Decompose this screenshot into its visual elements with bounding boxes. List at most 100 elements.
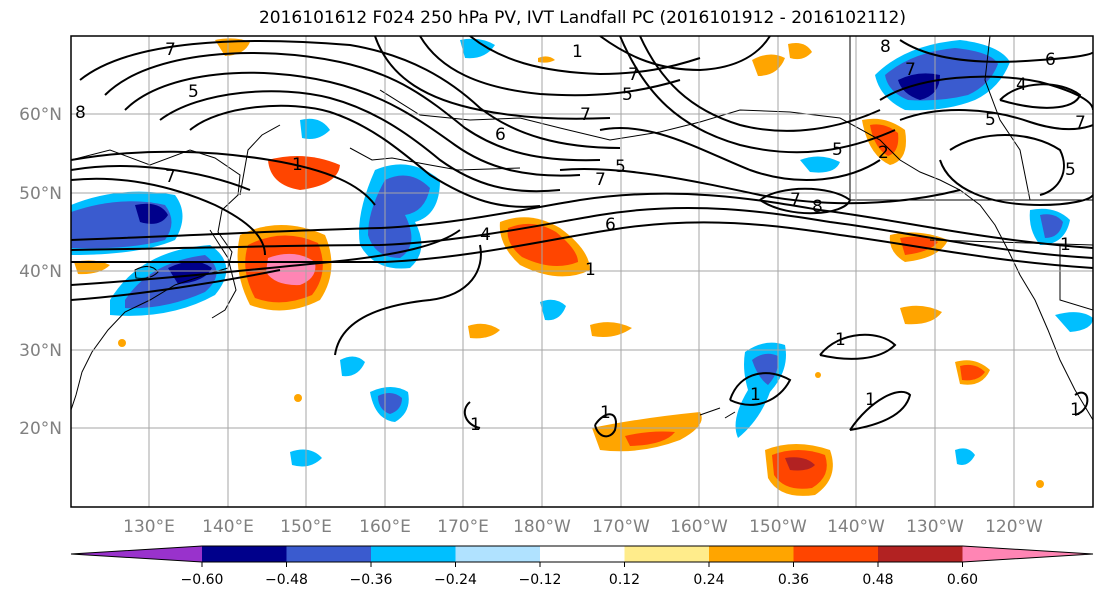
lat-tick-label: 40°N <box>19 262 62 282</box>
lon-tick-label: 170°W <box>592 517 650 537</box>
lon-tick-label: 130°E <box>123 517 175 537</box>
contour-label: 5 <box>615 157 626 177</box>
colorbar-segment <box>455 546 540 562</box>
contour-label: 7 <box>580 105 591 125</box>
colorbar-segment <box>371 546 456 562</box>
contour-label: 1 <box>572 42 583 62</box>
shade-positive <box>960 364 985 381</box>
contour-label: 6 <box>495 125 506 145</box>
colorbar-tick-label: −0.36 <box>350 572 393 588</box>
lon-tick-label: 120°W <box>985 517 1043 537</box>
contour-label: 7 <box>628 65 639 85</box>
colorbar-segment <box>624 546 709 562</box>
contour-label: 2 <box>878 143 889 163</box>
colorbar-tick-label: −0.12 <box>519 572 562 588</box>
contour-label: 7 <box>790 190 801 210</box>
contour-label: 7 <box>1075 113 1086 133</box>
colorbar-segment <box>286 546 371 562</box>
shade-negative <box>800 156 840 173</box>
shade-negative <box>340 356 365 377</box>
lon-tick-label: 150°W <box>749 517 807 537</box>
shade-positive <box>900 305 942 325</box>
contour-label: 1 <box>292 155 303 175</box>
shade-positive <box>788 43 812 60</box>
lat-tick-label: 20°N <box>19 419 62 439</box>
contour-label: 5 <box>1065 160 1076 180</box>
contour-label: 7 <box>165 167 176 187</box>
lat-tick-label: 60°N <box>19 105 62 125</box>
lat-tick-labels: 20°N 30°N 40°N 50°N 60°N <box>19 105 62 439</box>
colorbar-tick-label: 0.36 <box>778 572 809 588</box>
colorbar-segment <box>71 546 202 562</box>
shade-positive <box>900 236 938 255</box>
colorbar-tick-label: −0.60 <box>181 572 224 588</box>
colorbar-segment <box>202 546 287 562</box>
shade-negative <box>898 73 940 100</box>
colorbar-segment <box>793 546 878 562</box>
colorbar-tick-label: 0.24 <box>693 572 724 588</box>
contour-label: 4 <box>1016 75 1027 95</box>
colorbar-tick-labels: −0.60 −0.48 −0.36 −0.24 −0.12 0.12 0.24 … <box>181 572 979 588</box>
lon-tick-label: 160°E <box>359 517 411 537</box>
lon-tick-labels: 130°E 140°E 150°E 160°E 170°E 180°W 170°… <box>123 517 1043 537</box>
map-area: 7 5 8 7 1 6 4 1 7 7 6 1 5 5 7 7 8 5 2 8 … <box>71 36 1093 507</box>
contour-label: 5 <box>832 140 843 160</box>
shade-positive <box>815 372 821 378</box>
contour-label: 5 <box>985 110 996 130</box>
contour-label: 1 <box>1070 400 1081 420</box>
shade-positive <box>752 54 785 76</box>
lon-tick-label: 150°E <box>280 517 332 537</box>
shade-negative <box>168 261 212 284</box>
shade-negative <box>378 392 402 414</box>
lon-tick-label: 130°W <box>906 517 964 537</box>
lon-tick-label: 160°W <box>670 517 728 537</box>
colorbar-tick-label: −0.48 <box>265 572 308 588</box>
map-title: 2016101612 F024 250 hPa PV, IVT Landfall… <box>258 8 906 28</box>
shade-positive <box>625 431 675 446</box>
shade-negative <box>1055 312 1093 332</box>
contour-label: 8 <box>75 103 86 123</box>
lon-tick-label: 140°W <box>827 517 885 537</box>
colorbar-tick-label: 0.12 <box>609 572 640 588</box>
contour-label: 1 <box>585 260 596 280</box>
colorbar: −0.60 −0.48 −0.36 −0.24 −0.12 0.12 0.24 … <box>70 545 1094 588</box>
shade-negative <box>368 175 430 258</box>
contour-label: 8 <box>880 37 891 57</box>
contour-label: 7 <box>595 170 606 190</box>
contour-label: 5 <box>188 82 199 102</box>
lon-tick-label: 140°E <box>202 517 254 537</box>
map-frame <box>70 35 1094 508</box>
shade-negative <box>1040 214 1063 238</box>
shade-negative <box>955 448 975 465</box>
lat-tick-label: 30°N <box>19 341 62 361</box>
shade-positive <box>592 412 702 452</box>
colorbar-segment <box>709 546 794 562</box>
shade-negative <box>460 38 495 59</box>
shade-positive <box>294 394 302 402</box>
colorbar-segment <box>878 546 963 562</box>
shade-negative <box>752 353 779 385</box>
shade-positive <box>268 156 340 190</box>
colorbar-tick-label: 0.60 <box>947 572 978 588</box>
colorbar-ticks <box>201 562 963 567</box>
lon-tick-label: 180°W <box>513 517 571 537</box>
shade-negative <box>540 299 566 321</box>
contour-label: 1 <box>835 330 846 350</box>
contour-labels: 7 5 8 7 1 6 4 1 7 7 6 1 5 5 7 7 8 5 2 8 … <box>75 37 1086 435</box>
contour-label: 8 <box>812 197 823 217</box>
colorbar-tick-label: 0.48 <box>862 572 893 588</box>
shade-positive <box>118 339 126 347</box>
pv-contours <box>71 36 1093 438</box>
shade-negative <box>135 203 168 224</box>
contour-label: 5 <box>622 85 633 105</box>
contour-label: 7 <box>905 60 916 80</box>
contour-label: 1 <box>1060 235 1071 255</box>
shade-positive <box>1036 480 1044 488</box>
contour-label: 1 <box>470 415 481 435</box>
colorbar-segment <box>962 546 1093 562</box>
shade-negative <box>300 118 330 139</box>
colorbar-segment <box>540 546 625 562</box>
contour-label: 1 <box>750 385 761 405</box>
lat-tick-label: 50°N <box>19 184 62 204</box>
